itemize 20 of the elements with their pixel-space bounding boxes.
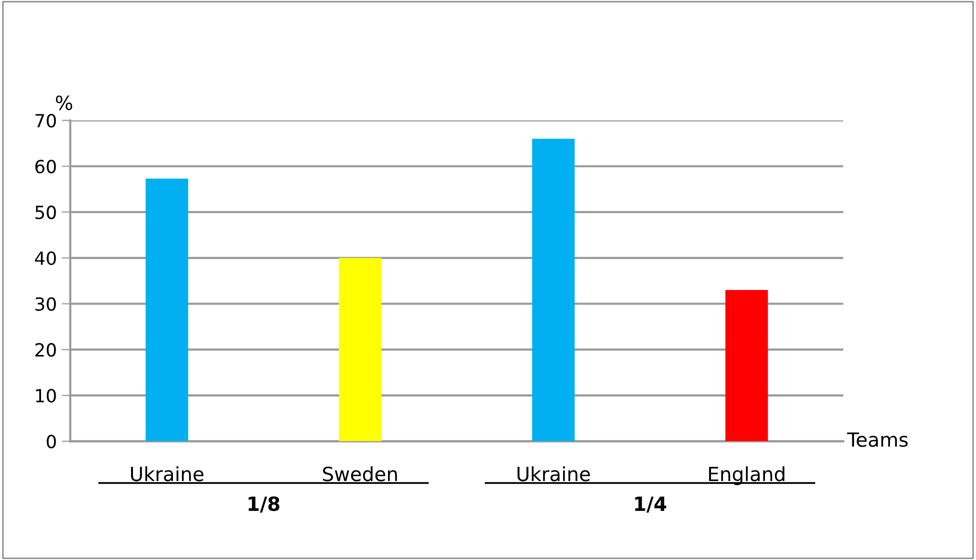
y-tick-label: 30 (35, 297, 56, 311)
y-axis-title: % (56, 96, 72, 110)
x-tick-label: England (709, 466, 784, 486)
bar (338, 258, 382, 442)
y-tick-label: 0 (46, 434, 56, 448)
bar (146, 178, 188, 442)
text: 1/4 (635, 496, 666, 513)
x-tick-label: Sweden (323, 466, 397, 482)
y-tick-label: 40 (34, 251, 56, 266)
y-tick-label: 20 (35, 343, 56, 357)
x-tick-label: Ukraine (518, 466, 590, 482)
bar (532, 138, 575, 442)
bar (725, 290, 768, 442)
y-tick-label: 60 (35, 160, 56, 174)
y-tick-label: 10 (36, 388, 56, 403)
y-tick-label: 70 (36, 114, 56, 128)
text: 1/8 (248, 496, 280, 513)
y-tick-label: 50 (35, 206, 56, 220)
x-tick-label: Ukraine (131, 466, 204, 482)
x-axis-title: Teams (847, 432, 908, 447)
